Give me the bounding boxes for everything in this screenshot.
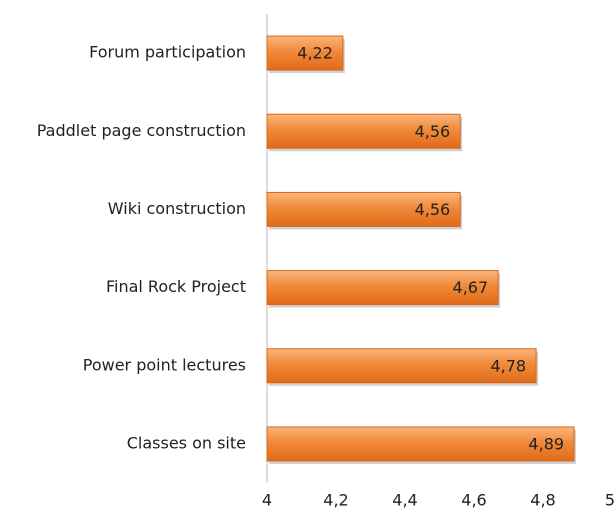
y-tick-label: Forum participation [89, 43, 246, 62]
value-label: 4,89 [528, 434, 564, 453]
value-label: 4,56 [415, 200, 451, 219]
value-label: 4,56 [415, 122, 451, 141]
value-label: 4,67 [453, 278, 489, 297]
value-label: 4,78 [490, 356, 526, 375]
y-tick-label: Wiki construction [108, 199, 246, 218]
x-tick-label: 4,8 [530, 491, 555, 510]
bar [266, 270, 499, 306]
bar [266, 191, 461, 227]
value-label: 4,22 [297, 44, 333, 63]
x-tick-label: 4,6 [461, 491, 486, 510]
bar [266, 113, 461, 149]
bar [266, 426, 575, 462]
y-tick-label: Final Rock Project [106, 277, 246, 296]
x-tick-label: 4,2 [323, 491, 348, 510]
bar [266, 348, 537, 384]
x-tick-label: 5 [605, 491, 615, 510]
y-tick-label: Classes on site [127, 433, 246, 452]
x-tick-label: 4 [262, 491, 272, 510]
y-tick-label: Power point lectures [83, 355, 246, 374]
bar [266, 35, 344, 71]
x-tick-label: 4,4 [392, 491, 417, 510]
y-tick-label: Paddlet page construction [37, 121, 246, 140]
